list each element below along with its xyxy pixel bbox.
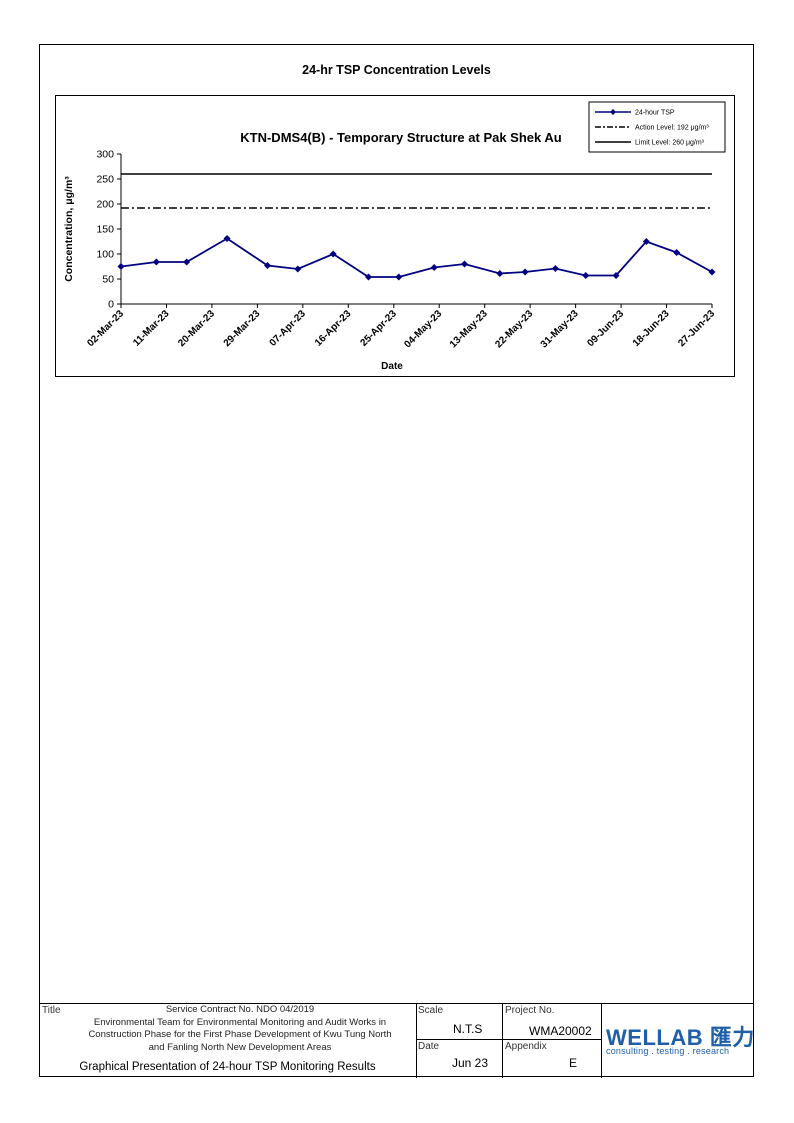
- chart-title: KTN-DMS4(B) - Temporary Structure at Pak…: [240, 130, 562, 145]
- appendix-value: E: [569, 1056, 578, 1070]
- title-label: Title: [42, 1005, 61, 1016]
- drawing-title: Graphical Presentation of 24-hour TSP Mo…: [79, 1061, 376, 1073]
- tsp-point: [329, 250, 337, 258]
- legend-label: Limit Level: 260 μg/m³: [635, 140, 705, 147]
- divider: [502, 1004, 503, 1078]
- tsp-point: [223, 235, 231, 242]
- tsp-point: [152, 258, 160, 266]
- logo-text: WELLAB 匯力: [606, 1025, 755, 1050]
- legend-label: Action Level: 192 μg/m³: [635, 125, 709, 132]
- x-tick-label: 25-Apr-23: [358, 308, 399, 349]
- project-label: Project No.: [505, 1005, 555, 1016]
- x-tick-label: 02-Mar-23: [85, 308, 126, 349]
- divider: [601, 1004, 602, 1078]
- y-tick-label: 250: [96, 174, 114, 186]
- x-tick-label: 07-Apr-23: [268, 308, 309, 349]
- tsp-point: [183, 258, 191, 266]
- x-tick-label: 18-Jun-23: [631, 308, 672, 349]
- contract-line-1: Service Contract No. NDO 04/2019: [165, 1004, 315, 1015]
- x-tick-label: 04-May-23: [402, 308, 444, 350]
- tsp-series-line: [120, 237, 713, 278]
- x-tick-label: 11-Mar-23: [131, 308, 172, 349]
- tsp-point: [294, 265, 302, 273]
- divider: [416, 1004, 417, 1078]
- legend-label: 24-hour TSP: [635, 110, 675, 117]
- y-axis-label: Concentration, μg/m³: [63, 176, 75, 282]
- date-label: Date: [418, 1041, 440, 1052]
- logo-tagline: consulting . testing . research: [606, 1046, 730, 1056]
- x-tick-label: 13-May-23: [448, 308, 490, 350]
- appendix-label: Appendix: [505, 1041, 547, 1052]
- y-tick-label: 100: [96, 249, 114, 261]
- project-value: WMA20002: [529, 1024, 592, 1038]
- tsp-point: [521, 268, 529, 276]
- x-tick-label: 20-Mar-23: [176, 308, 217, 349]
- tsp-point: [496, 270, 504, 277]
- x-axis-label: Date: [381, 361, 403, 372]
- legend-marker: [610, 109, 616, 115]
- y-tick-label: 150: [96, 224, 114, 236]
- x-tick-label: 09-Jun-23: [585, 308, 626, 349]
- scale-label: Scale: [418, 1005, 444, 1016]
- page-heading: 24-hr TSP Concentration Levels: [302, 63, 491, 77]
- contract-description: Service Contract No. NDO 04/2019 Environ…: [70, 1004, 410, 1054]
- x-tick-label: 29-Mar-23: [222, 308, 263, 349]
- y-tick-label: 300: [96, 149, 114, 161]
- y-tick-label: 200: [96, 199, 114, 211]
- tsp-point: [395, 273, 403, 281]
- chart-frame: 0 50 100 150 200 250 300 02-Mar-23 11-Mar-23 20-M…: [55, 95, 735, 377]
- tsp-point: [430, 264, 438, 271]
- y-tick-label: 0: [108, 299, 114, 311]
- x-tick-label: 16-Apr-23: [313, 308, 354, 349]
- tsp-point: [551, 265, 559, 272]
- tsp-point: [460, 260, 468, 268]
- scale-value: N.T.S: [453, 1022, 483, 1036]
- contract-line-4: and Fanling North New Development Areas: [148, 1041, 332, 1053]
- x-tick-label: 31-May-23: [539, 308, 581, 350]
- title-block: Title Service Contract No. NDO 04/2019 E…: [40, 1003, 755, 1078]
- wellab-logo: WELLAB 匯力 consulting . testing . researc…: [602, 1004, 755, 1078]
- tsp-point: [708, 268, 716, 276]
- page-sheet: 24-hr TSP Concentration Levels 0 50 100 150…: [39, 44, 755, 1078]
- tsp-point: [673, 249, 681, 256]
- date-value: Jun 23: [452, 1056, 489, 1070]
- divider: [416, 1039, 601, 1040]
- tsp-point: [365, 273, 373, 281]
- y-tick-label: 50: [102, 274, 114, 286]
- contract-line-3: Construction Phase for the First Phase D…: [88, 1029, 392, 1040]
- contract-line-2: Environmental Team for Environmental Mon…: [93, 1016, 387, 1028]
- tsp-point: [642, 238, 650, 245]
- tsp-point: [117, 263, 125, 270]
- x-tick-label: 22-May-23: [493, 308, 535, 350]
- tsp-point: [612, 272, 620, 279]
- x-tick-label: 27-Jun-23: [676, 308, 717, 349]
- tsp-point: [582, 272, 590, 279]
- tsp-line-chart: 0 50 100 150 200 250 300 02-Mar-23 11-Mar-23 20-M…: [63, 101, 726, 372]
- tsp-point: [263, 262, 271, 269]
